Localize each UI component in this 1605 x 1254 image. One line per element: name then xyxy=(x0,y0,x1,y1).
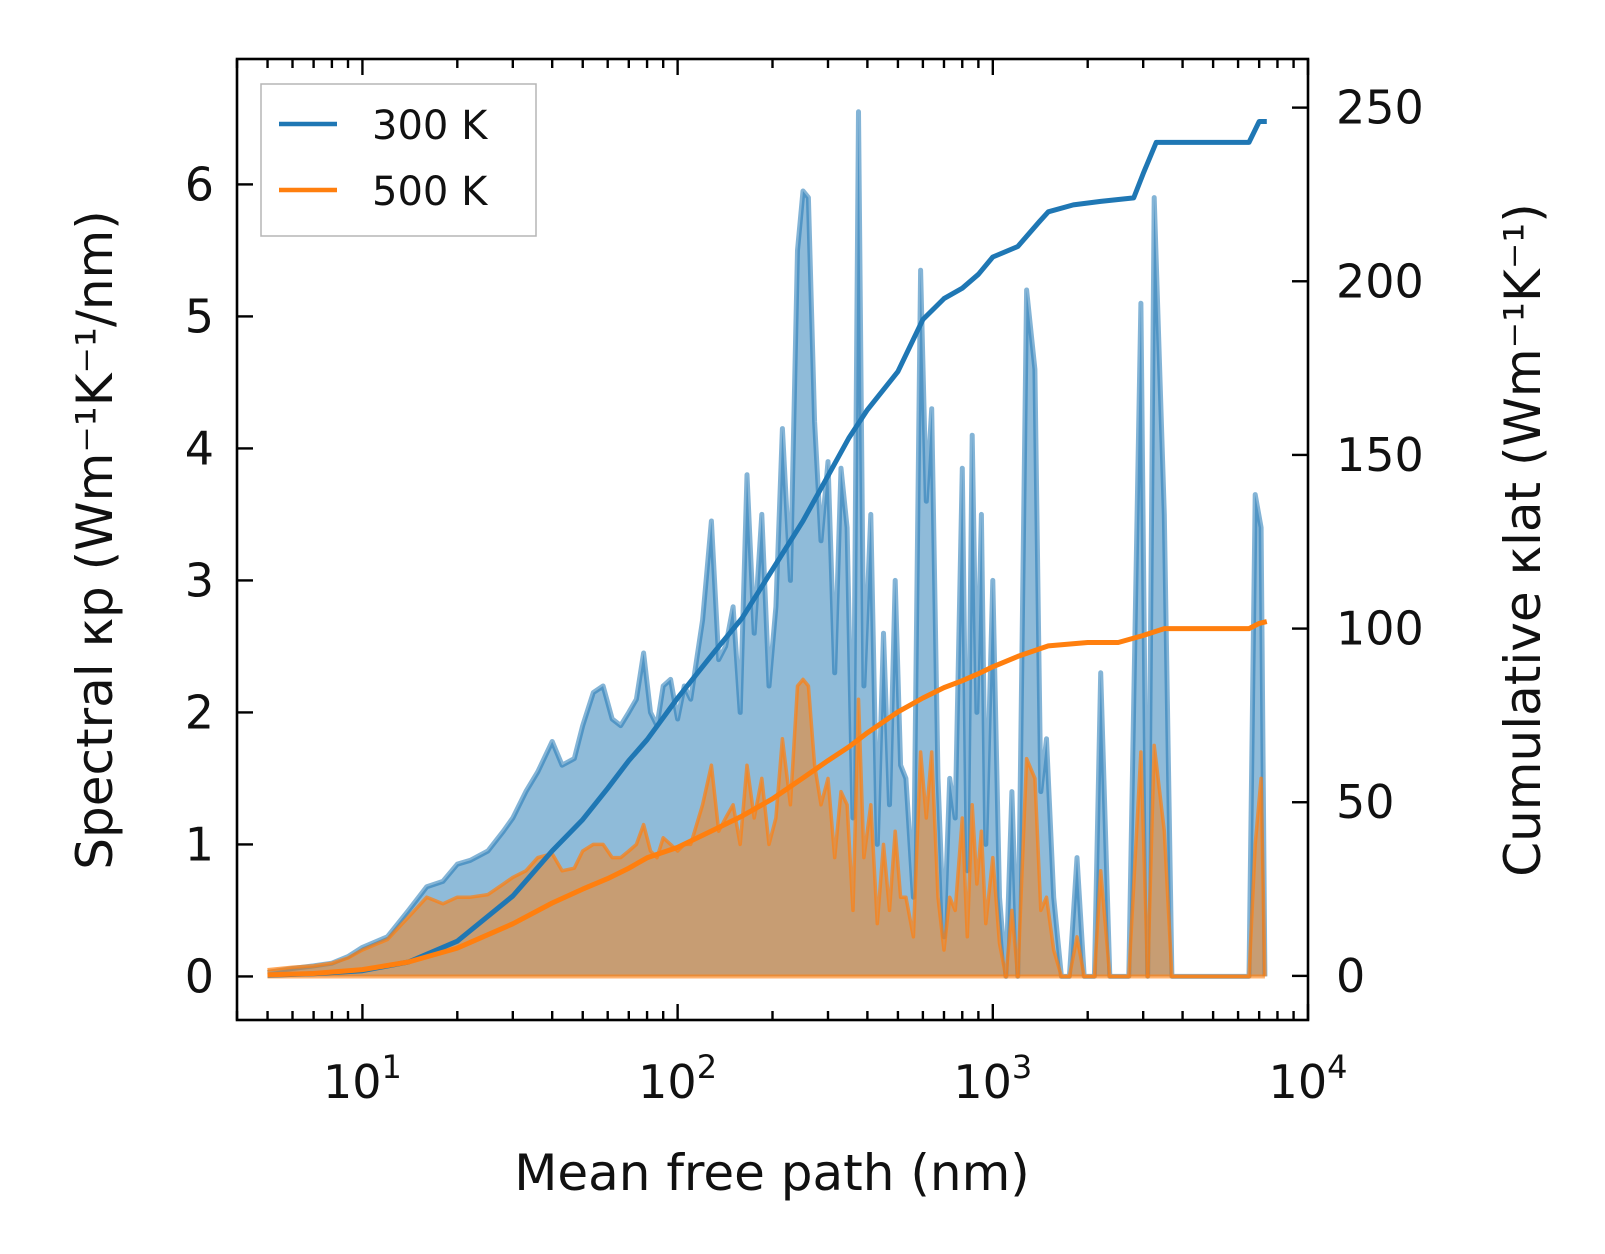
cumulative-500k-line xyxy=(267,619,1268,978)
x-tick-label: 102 xyxy=(638,1048,717,1109)
right-y-tick-label: 250 xyxy=(1336,81,1424,135)
left-y-tick-label: 5 xyxy=(185,289,214,343)
left-y-tick-label: 1 xyxy=(185,817,214,871)
right-y-axis-title: Cumulative κlat (Wm⁻¹K⁻¹) xyxy=(1494,203,1552,877)
right-y-tick-label: 150 xyxy=(1336,428,1424,482)
left-y-tick-labels: 0 1 2 3 4 5 6 xyxy=(185,157,214,1003)
right-y-tick-label: 200 xyxy=(1336,254,1424,308)
x-tick-label: 104 xyxy=(1269,1048,1348,1109)
legend: 300 K 500 K xyxy=(260,83,537,237)
left-y-axis-title: Spectral κp (Wm⁻¹K⁻¹/nm) xyxy=(66,210,124,869)
right-y-tick-label: 50 xyxy=(1336,775,1395,829)
left-y-tick-label: 2 xyxy=(185,685,214,739)
left-y-tick-label: 3 xyxy=(185,553,214,607)
legend-box xyxy=(260,83,537,237)
right-y-tick-labels: 0 50 100 150 200 250 xyxy=(1336,81,1424,1003)
x-tick-labels: 101 102 103 104 xyxy=(323,1048,1347,1109)
right-y-tick-label: 0 xyxy=(1336,949,1365,1003)
legend-label-500k: 500 K xyxy=(372,169,489,215)
x-axis-title: Mean free path (nm) xyxy=(514,1144,1030,1202)
left-y-tick-label: 0 xyxy=(185,949,214,1003)
spectral-300k-line xyxy=(267,109,1268,979)
x-tick-label: 101 xyxy=(323,1048,402,1109)
spectral-500k-line xyxy=(267,677,1267,979)
legend-label-300k: 300 K xyxy=(372,103,489,149)
cumulative-300k-line xyxy=(267,119,1267,978)
left-y-tick-label: 4 xyxy=(185,421,214,475)
left-y-tick-label: 6 xyxy=(185,157,214,211)
x-tick-label: 103 xyxy=(953,1048,1032,1109)
right-y-tick-label: 100 xyxy=(1336,602,1424,656)
